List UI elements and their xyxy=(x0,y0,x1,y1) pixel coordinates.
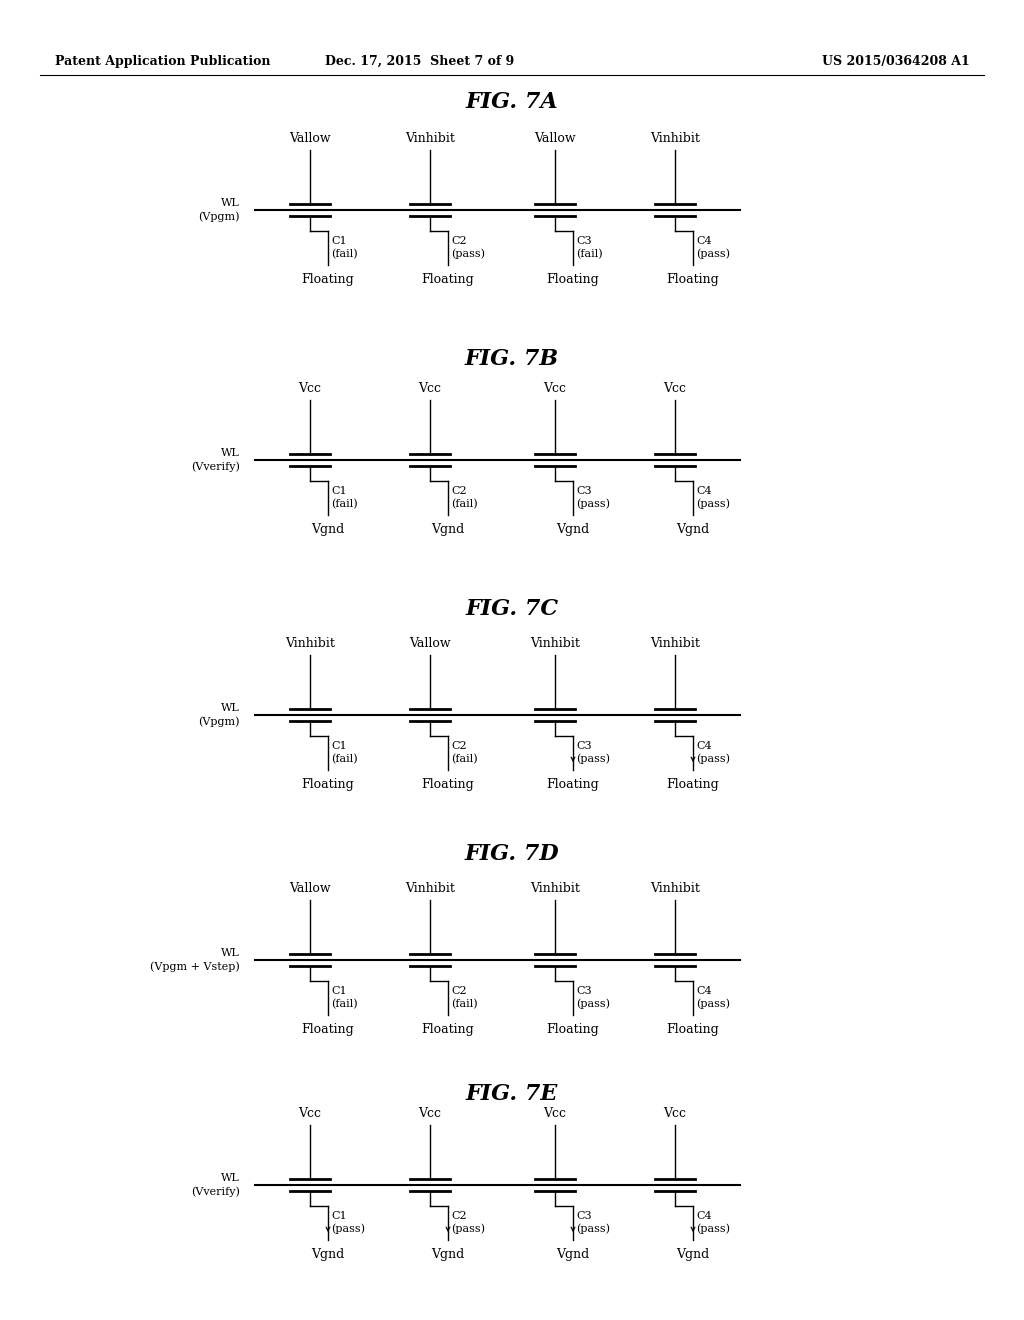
Text: C1
(pass): C1 (pass) xyxy=(331,1210,365,1234)
Text: Vgnd: Vgnd xyxy=(311,1247,345,1261)
Text: C4
(pass): C4 (pass) xyxy=(696,1210,730,1234)
Text: Vcc: Vcc xyxy=(664,1107,686,1119)
Text: US 2015/0364208 A1: US 2015/0364208 A1 xyxy=(822,55,970,69)
Text: C4
(pass): C4 (pass) xyxy=(696,986,730,1008)
Text: Vcc: Vcc xyxy=(419,381,441,395)
Text: Vgnd: Vgnd xyxy=(556,523,590,536)
Text: C1
(fail): C1 (fail) xyxy=(331,741,357,764)
Text: FIG. 7A: FIG. 7A xyxy=(466,91,558,114)
Text: C3
(pass): C3 (pass) xyxy=(575,1210,610,1234)
Text: WL
(Vpgm): WL (Vpgm) xyxy=(199,704,240,726)
Text: Floating: Floating xyxy=(302,273,354,286)
Text: Vgnd: Vgnd xyxy=(677,1247,710,1261)
Text: Patent Application Publication: Patent Application Publication xyxy=(55,55,270,69)
Text: Vallow: Vallow xyxy=(535,132,575,145)
Text: Vgnd: Vgnd xyxy=(677,523,710,536)
Text: C3
(pass): C3 (pass) xyxy=(575,986,610,1008)
Text: Vinhibit: Vinhibit xyxy=(650,132,700,145)
Text: FIG. 7D: FIG. 7D xyxy=(465,843,559,865)
Text: Floating: Floating xyxy=(422,777,474,791)
Text: Vinhibit: Vinhibit xyxy=(530,638,580,649)
Text: Vallow: Vallow xyxy=(289,882,331,895)
Text: Vgnd: Vgnd xyxy=(311,523,345,536)
Text: Floating: Floating xyxy=(422,1023,474,1036)
Text: Floating: Floating xyxy=(422,273,474,286)
Text: Vgnd: Vgnd xyxy=(431,1247,465,1261)
Text: Vcc: Vcc xyxy=(544,381,566,395)
Text: Vcc: Vcc xyxy=(419,1107,441,1119)
Text: Vinhibit: Vinhibit xyxy=(285,638,335,649)
Text: Vcc: Vcc xyxy=(544,1107,566,1119)
Text: Floating: Floating xyxy=(302,1023,354,1036)
Text: WL
(Vpgm): WL (Vpgm) xyxy=(199,198,240,222)
Text: Floating: Floating xyxy=(547,273,599,286)
Text: C3
(pass): C3 (pass) xyxy=(575,741,610,764)
Text: C2
(pass): C2 (pass) xyxy=(451,1210,485,1234)
Text: WL
(Vverify): WL (Vverify) xyxy=(191,449,240,471)
Text: FIG. 7E: FIG. 7E xyxy=(466,1082,558,1105)
Text: C3
(fail): C3 (fail) xyxy=(575,236,603,259)
Text: C1
(fail): C1 (fail) xyxy=(331,486,357,508)
Text: C2
(pass): C2 (pass) xyxy=(451,236,485,259)
Text: Vgnd: Vgnd xyxy=(556,1247,590,1261)
Text: Floating: Floating xyxy=(667,273,720,286)
Text: C1
(fail): C1 (fail) xyxy=(331,236,357,259)
Text: C2
(fail): C2 (fail) xyxy=(451,486,477,508)
Text: Vinhibit: Vinhibit xyxy=(650,882,700,895)
Text: Dec. 17, 2015  Sheet 7 of 9: Dec. 17, 2015 Sheet 7 of 9 xyxy=(326,55,515,69)
Text: Floating: Floating xyxy=(547,777,599,791)
Text: C4
(pass): C4 (pass) xyxy=(696,486,730,510)
Text: Vinhibit: Vinhibit xyxy=(530,882,580,895)
Text: WL
(Vpgm + Vstep): WL (Vpgm + Vstep) xyxy=(151,949,240,972)
Text: Vinhibit: Vinhibit xyxy=(406,882,455,895)
Text: Vgnd: Vgnd xyxy=(431,523,465,536)
Text: C2
(fail): C2 (fail) xyxy=(451,741,477,764)
Text: Vinhibit: Vinhibit xyxy=(650,638,700,649)
Text: Floating: Floating xyxy=(547,1023,599,1036)
Text: FIG. 7B: FIG. 7B xyxy=(465,348,559,370)
Text: Vallow: Vallow xyxy=(289,132,331,145)
Text: C1
(fail): C1 (fail) xyxy=(331,986,357,1008)
Text: C4
(pass): C4 (pass) xyxy=(696,741,730,764)
Text: Vallow: Vallow xyxy=(410,638,451,649)
Text: FIG. 7C: FIG. 7C xyxy=(466,598,558,620)
Text: C2
(fail): C2 (fail) xyxy=(451,986,477,1008)
Text: C3
(pass): C3 (pass) xyxy=(575,486,610,510)
Text: Vcc: Vcc xyxy=(299,381,322,395)
Text: Floating: Floating xyxy=(302,777,354,791)
Text: Floating: Floating xyxy=(667,777,720,791)
Text: WL
(Vverify): WL (Vverify) xyxy=(191,1173,240,1196)
Text: Floating: Floating xyxy=(667,1023,720,1036)
Text: Vcc: Vcc xyxy=(664,381,686,395)
Text: C4
(pass): C4 (pass) xyxy=(696,236,730,259)
Text: Vinhibit: Vinhibit xyxy=(406,132,455,145)
Text: Vcc: Vcc xyxy=(299,1107,322,1119)
